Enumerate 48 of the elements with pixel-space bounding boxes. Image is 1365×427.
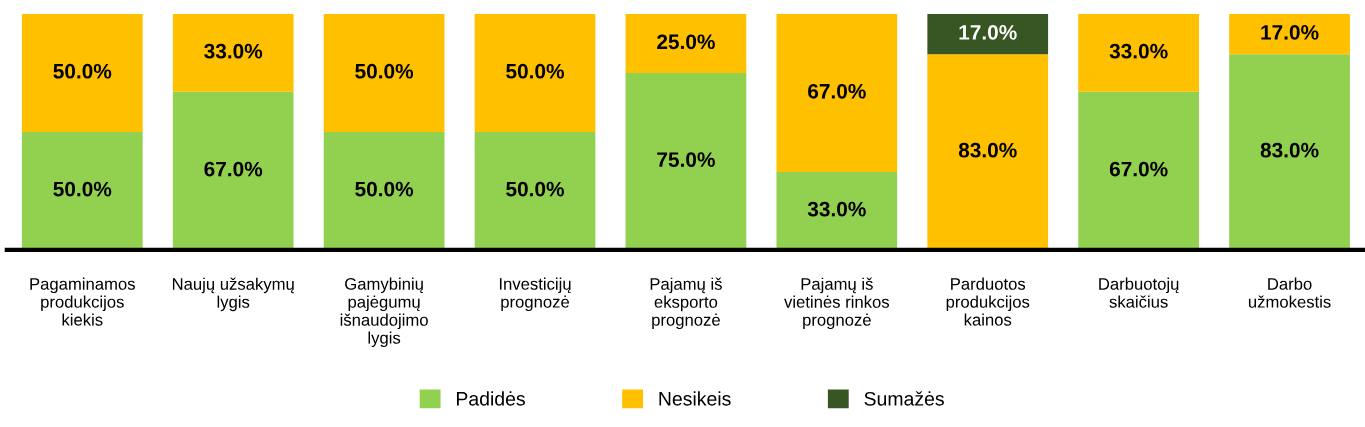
- data-label: 50.0%: [53, 181, 112, 197]
- x-tick-label: Pagaminamos produkcijos kiekis: [30, 277, 135, 326]
- data-label: 17.0%: [959, 24, 1017, 40]
- x-tick-label: Parduotos produkcijos kainos: [946, 277, 1030, 326]
- data-label: 75.0%: [657, 152, 715, 167]
- bar: [1078, 14, 1199, 92]
- data-label: 67.0%: [808, 83, 866, 99]
- bar: [474, 131, 596, 250]
- data-label: 33.0%: [1109, 43, 1168, 59]
- x-tick-label: Naujų užsakymų lygis: [172, 277, 294, 312]
- data-label: 25.0%: [657, 34, 715, 50]
- bar: [21, 14, 143, 132]
- data-label: 83.0%: [1260, 142, 1319, 158]
- data-label: 50.0%: [506, 181, 564, 197]
- data-label: 50.0%: [355, 63, 414, 79]
- bar: [323, 131, 445, 250]
- bar: [776, 172, 898, 250]
- bar: [474, 14, 596, 132]
- legend-label: Sumažės: [864, 391, 944, 406]
- x-tick-label: Investicijų prognozė: [499, 277, 571, 312]
- x-tick-label: Pajamų iš eksporto prognozė: [650, 277, 722, 330]
- x-tick-label: Darbo užmokestis: [1248, 277, 1331, 308]
- data-label: 17.0%: [1261, 24, 1319, 40]
- bar: [927, 14, 1049, 55]
- bar: [1229, 54, 1350, 250]
- bar: [323, 14, 445, 132]
- bar: [927, 54, 1049, 250]
- data-label: 50.0%: [355, 181, 414, 197]
- data-label: 33.0%: [807, 201, 866, 217]
- data-label: 50.0%: [53, 63, 112, 79]
- data-label: 33.0%: [204, 43, 263, 59]
- bar: [1078, 91, 1199, 250]
- x-tick-label: Darbuotojų skaičius: [1099, 277, 1179, 308]
- bar: [172, 14, 294, 92]
- data-label: 67.0%: [1109, 161, 1168, 177]
- bar: [625, 73, 747, 250]
- data-label: 67.0%: [204, 161, 263, 177]
- bar: [172, 91, 294, 250]
- bar: [625, 14, 747, 74]
- bar: [776, 14, 898, 173]
- bar: [1229, 14, 1350, 55]
- legend-label: Padidės: [456, 391, 525, 406]
- data-label: 50.0%: [506, 63, 564, 79]
- bar: [21, 131, 143, 250]
- legend-label: Nesikeis: [659, 391, 731, 406]
- data-label: 83.0%: [958, 142, 1017, 158]
- x-tick-label: Pajamų iš vietinės rinkos prognozė: [784, 277, 890, 330]
- x-tick-label: Gamybinių pajėgumų išnaudojimo lygis: [340, 277, 428, 348]
